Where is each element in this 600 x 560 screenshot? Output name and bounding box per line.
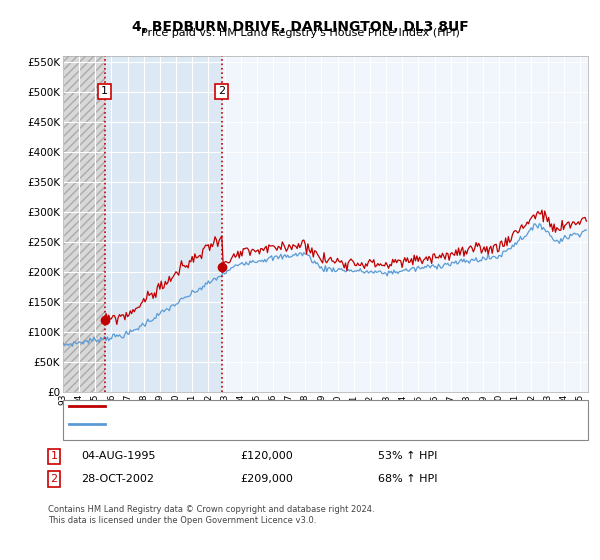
Text: Contains HM Land Registry data © Crown copyright and database right 2024.
This d: Contains HM Land Registry data © Crown c…: [48, 505, 374, 525]
Text: HPI: Average price, detached house, Darlington: HPI: Average price, detached house, Darl…: [108, 419, 356, 430]
Text: 4, BEDBURN DRIVE, DARLINGTON, DL3 8UF: 4, BEDBURN DRIVE, DARLINGTON, DL3 8UF: [131, 20, 469, 34]
Text: £209,000: £209,000: [240, 474, 293, 484]
Text: 2: 2: [50, 474, 58, 484]
Text: Price paid vs. HM Land Registry's House Price Index (HPI): Price paid vs. HM Land Registry's House …: [140, 28, 460, 38]
Bar: [104, 56, 222, 392]
Text: 68% ↑ HPI: 68% ↑ HPI: [378, 474, 437, 484]
Text: 28-OCT-2002: 28-OCT-2002: [81, 474, 154, 484]
Text: £120,000: £120,000: [240, 451, 293, 461]
Bar: [63, 56, 104, 392]
Bar: [222, 56, 588, 392]
Text: 04-AUG-1995: 04-AUG-1995: [81, 451, 155, 461]
Text: 1: 1: [50, 451, 58, 461]
Text: 2: 2: [218, 86, 226, 96]
Text: 1: 1: [101, 86, 108, 96]
Text: 53% ↑ HPI: 53% ↑ HPI: [378, 451, 437, 461]
Text: 4, BEDBURN DRIVE, DARLINGTON, DL3 8UF (detached house): 4, BEDBURN DRIVE, DARLINGTON, DL3 8UF (d…: [108, 401, 428, 411]
